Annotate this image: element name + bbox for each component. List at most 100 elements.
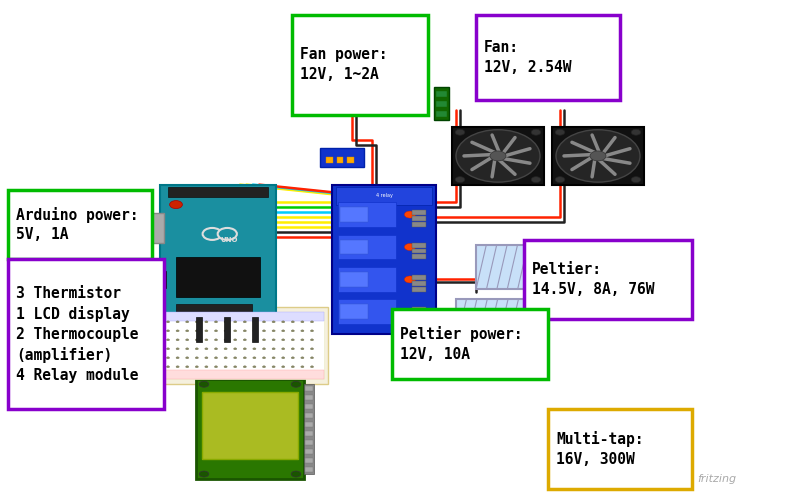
Circle shape xyxy=(301,366,304,368)
Circle shape xyxy=(214,348,218,350)
Circle shape xyxy=(205,348,208,350)
Bar xyxy=(305,440,313,445)
FancyBboxPatch shape xyxy=(524,240,692,319)
Circle shape xyxy=(224,366,227,368)
Circle shape xyxy=(282,321,285,323)
Bar xyxy=(326,157,333,163)
Circle shape xyxy=(218,228,237,240)
Circle shape xyxy=(301,330,304,332)
FancyBboxPatch shape xyxy=(8,190,152,259)
Circle shape xyxy=(301,339,304,341)
Circle shape xyxy=(214,339,218,341)
Circle shape xyxy=(234,366,237,368)
Bar xyxy=(338,202,395,227)
Bar xyxy=(412,307,426,312)
Bar xyxy=(168,187,268,197)
Circle shape xyxy=(272,321,275,323)
Circle shape xyxy=(253,321,256,323)
FancyBboxPatch shape xyxy=(392,309,548,379)
Circle shape xyxy=(282,366,285,368)
FancyBboxPatch shape xyxy=(476,15,620,100)
Circle shape xyxy=(176,357,179,359)
Circle shape xyxy=(282,348,285,350)
Circle shape xyxy=(291,471,301,477)
Bar xyxy=(252,317,258,342)
Circle shape xyxy=(234,357,237,359)
Bar xyxy=(412,249,426,253)
Bar xyxy=(340,240,368,254)
Circle shape xyxy=(176,348,179,350)
Bar xyxy=(412,275,426,280)
Circle shape xyxy=(253,357,256,359)
Circle shape xyxy=(166,357,170,359)
Circle shape xyxy=(243,357,246,359)
Circle shape xyxy=(176,366,179,368)
Circle shape xyxy=(186,330,189,332)
Circle shape xyxy=(272,339,275,341)
Circle shape xyxy=(195,330,198,332)
Circle shape xyxy=(166,330,170,332)
Bar xyxy=(305,458,313,463)
Circle shape xyxy=(234,339,237,341)
Circle shape xyxy=(272,330,275,332)
Text: Arduino power:
5V, 1A: Arduino power: 5V, 1A xyxy=(16,207,138,243)
Circle shape xyxy=(253,348,256,350)
Circle shape xyxy=(531,129,541,135)
Circle shape xyxy=(176,339,179,341)
Circle shape xyxy=(186,339,189,341)
Bar xyxy=(146,271,166,288)
Bar xyxy=(337,157,343,163)
Circle shape xyxy=(282,357,285,359)
Circle shape xyxy=(253,339,256,341)
Circle shape xyxy=(205,339,208,341)
Circle shape xyxy=(205,366,208,368)
Bar xyxy=(305,404,313,409)
Circle shape xyxy=(186,321,189,323)
Bar xyxy=(160,312,324,379)
Circle shape xyxy=(272,348,275,350)
Circle shape xyxy=(186,348,189,350)
Circle shape xyxy=(166,321,170,323)
Bar xyxy=(476,245,540,289)
Bar xyxy=(196,379,304,479)
Text: Multi-tap:
16V, 300W: Multi-tap: 16V, 300W xyxy=(556,431,643,467)
Bar xyxy=(347,157,354,163)
Bar xyxy=(176,257,260,297)
Circle shape xyxy=(272,357,275,359)
Circle shape xyxy=(214,357,218,359)
Circle shape xyxy=(291,321,294,323)
Circle shape xyxy=(224,321,227,323)
Circle shape xyxy=(631,129,641,135)
Text: Fan power:
12V, 1~2A: Fan power: 12V, 1~2A xyxy=(300,47,387,82)
Bar xyxy=(436,111,447,117)
Bar xyxy=(552,127,644,185)
Circle shape xyxy=(176,330,179,332)
Circle shape xyxy=(176,321,179,323)
Circle shape xyxy=(202,228,222,240)
Circle shape xyxy=(262,348,266,350)
Circle shape xyxy=(310,348,314,350)
Circle shape xyxy=(195,321,198,323)
Bar xyxy=(305,386,313,391)
Circle shape xyxy=(253,366,256,368)
Bar xyxy=(305,413,313,418)
Circle shape xyxy=(262,357,266,359)
Circle shape xyxy=(253,330,256,332)
Circle shape xyxy=(234,348,237,350)
Text: UNO: UNO xyxy=(221,238,238,244)
Bar xyxy=(332,185,436,334)
Bar xyxy=(305,431,313,436)
Bar xyxy=(160,370,324,379)
Circle shape xyxy=(234,330,237,332)
Bar xyxy=(436,91,447,97)
Circle shape xyxy=(205,357,208,359)
Bar xyxy=(304,384,314,474)
Bar xyxy=(160,185,276,314)
Bar xyxy=(140,213,164,243)
Circle shape xyxy=(282,330,285,332)
Bar xyxy=(452,127,544,185)
Circle shape xyxy=(243,321,246,323)
Circle shape xyxy=(310,330,314,332)
Bar xyxy=(305,467,313,472)
Circle shape xyxy=(243,366,246,368)
